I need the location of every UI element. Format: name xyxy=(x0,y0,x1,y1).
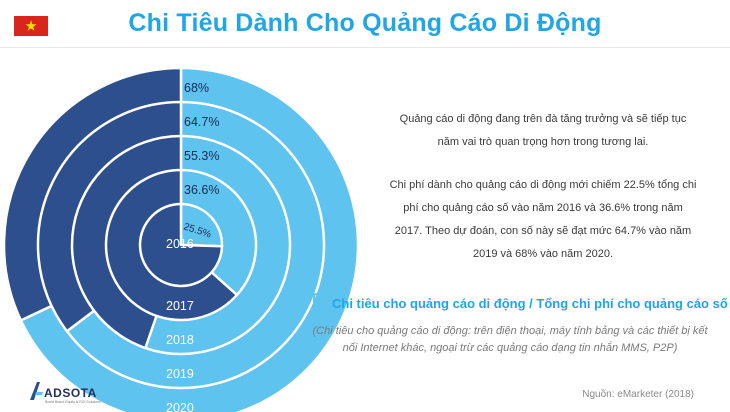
year-label-2019: 2019 xyxy=(166,367,194,381)
brand-name: ADSOTA xyxy=(44,386,97,400)
page-title: Chi Tiêu Dành Cho Quảng Cáo Di Động xyxy=(128,9,602,37)
year-label-2020: 2020 xyxy=(166,401,194,412)
vietnam-flag-icon xyxy=(14,16,48,36)
year-label-2016: 2016 xyxy=(166,237,194,251)
logo-mark-icon xyxy=(30,382,43,400)
legend-label: Chi tiêu cho quảng cáo di động / Tổng ch… xyxy=(332,296,728,311)
ring-2016-mobile-segment xyxy=(179,202,224,248)
description-paragraph-1: Quảng cáo di động đang trên đà tăng trưở… xyxy=(399,113,687,148)
brand-tagline: Boost Brand Equity & ROI Solutions xyxy=(45,400,101,404)
title-divider xyxy=(0,47,730,48)
year-label-2017: 2017 xyxy=(166,299,194,313)
percent-label-2019: 64.7% xyxy=(184,115,219,129)
year-label-2018: 2018 xyxy=(166,333,194,347)
footnote: (Chi tiêu cho quảng cáo di động: trên đi… xyxy=(312,325,708,354)
percent-label-2018: 55.3% xyxy=(184,149,219,163)
phone-icon xyxy=(313,293,327,315)
ring-2016-other-segment xyxy=(138,202,224,288)
percent-label-2020: 68% xyxy=(184,81,209,95)
source-citation: Nguồn: eMarketer (2018) xyxy=(582,389,694,400)
flag-star xyxy=(25,20,37,31)
percent-label-2017: 36.6% xyxy=(184,183,219,197)
description-paragraph-2: Chi phí dành cho quảng cáo di động mới c… xyxy=(389,179,697,260)
